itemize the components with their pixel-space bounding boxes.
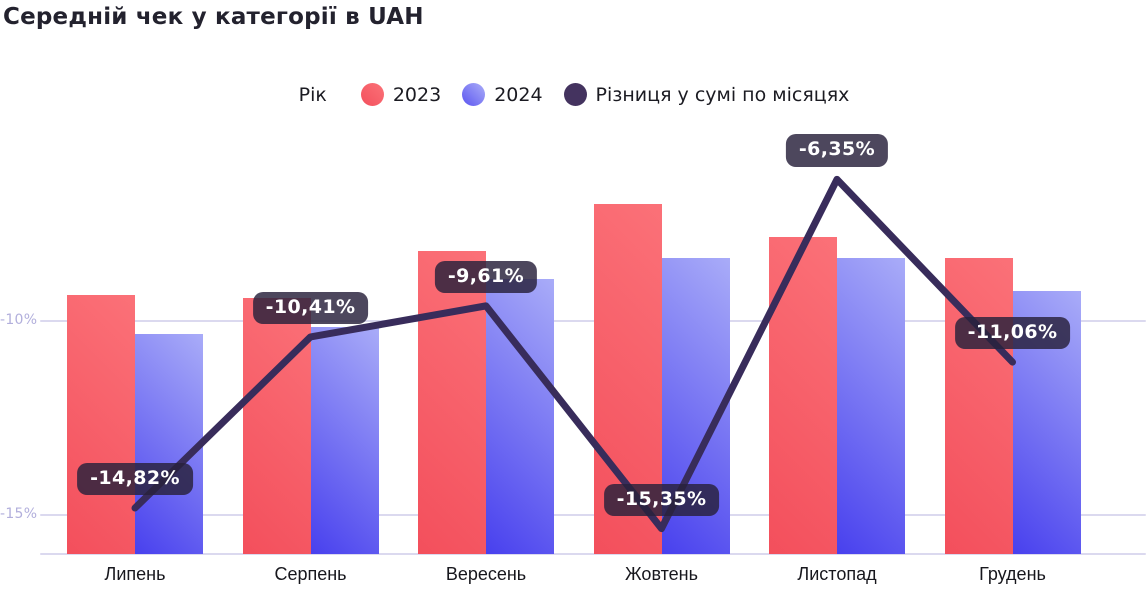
bar-2023-Листопад[interactable] [769,237,837,554]
data-label-badge-Серпень: -10,41% [252,291,369,325]
bar-2024-Серпень[interactable] [310,327,379,554]
gridline--10% [40,320,1146,322]
series-2024-swatch-icon [462,83,486,106]
legend: Рік 2023 2024 Різниця у сумі по місяцях [0,83,1148,106]
y-axis-tick-label: -15% [0,506,38,522]
legend-item-label: 2023 [392,83,442,106]
legend-item-difference[interactable]: Різниця у сумі по місяцях [563,83,850,106]
legend-item-label: Різниця у сумі по місяцях [595,83,850,106]
x-axis-label-Грудень: Грудень [979,564,1046,584]
data-label-badge-Жовтень: -15,35% [603,483,720,516]
bar-2023-Липень[interactable] [67,295,135,554]
bar-2024-Листопад[interactable] [837,258,905,554]
series-difference-swatch-icon [563,83,587,106]
x-axis-label-Серпень: Серпень [274,564,347,584]
legend-item-label: 2024 [494,83,543,106]
bar-2024-Липень[interactable] [135,334,203,554]
x-axis-label-Жовтень: Жовтень [625,564,698,584]
difference-line[interactable] [131,175,1016,533]
data-label-badge-Листопад: -6,35% [785,134,889,167]
x-axis-label-Листопад: Листопад [797,564,877,584]
chart-title: Середній чек у категорії в UAH [3,4,424,30]
bar-2023-Вересень[interactable] [418,251,486,554]
x-axis-label-Вересень: Вересень [445,564,527,584]
x-axis-baseline [40,553,1146,555]
legend-title: Рік [298,83,327,106]
gridline--15% [40,514,1146,516]
data-label-badge-Грудень: -11,06% [954,317,1071,350]
legend-item-2023[interactable]: 2023 [360,83,442,106]
data-label-badge-Вересень: -9,61% [434,260,538,294]
legend-item-2024[interactable]: 2024 [462,83,543,106]
y-axis-tick-label: -10% [0,312,38,328]
bar-2023-Серпень[interactable] [242,298,311,554]
series-2023-swatch-icon [360,83,384,106]
x-axis-label-Липень: Липень [104,564,166,584]
data-label-badge-Липень: -14,82% [77,463,193,496]
